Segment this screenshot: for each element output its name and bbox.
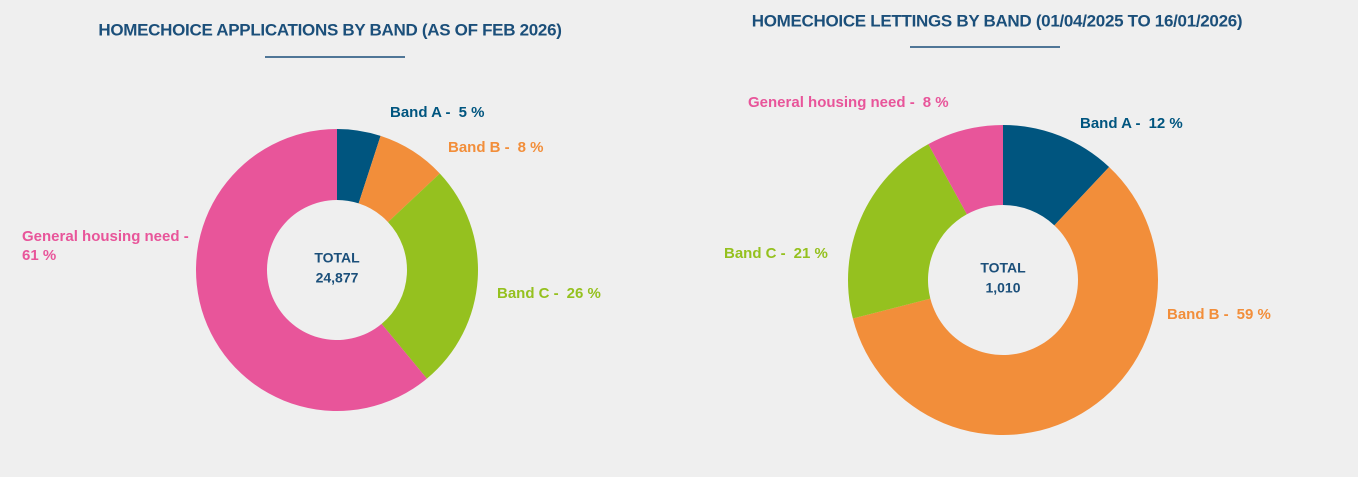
value-label: 8 % — [923, 94, 949, 111]
slice-label: Band C - 21 % — [724, 245, 828, 262]
category-name: Band B - — [1167, 306, 1229, 323]
donut-slice — [848, 144, 967, 319]
total-title: TOTAL — [314, 250, 360, 266]
category-name: General housing need - — [748, 94, 915, 111]
slice-label: Band B - 8 % — [448, 139, 544, 156]
donut-slice — [381, 173, 478, 379]
value-label: 5 % — [459, 104, 485, 121]
total-value: 24,877 — [316, 270, 359, 286]
value-label: 12 % — [1149, 115, 1183, 132]
chart-title: HOMECHOICE LETTINGS BY BAND (01/04/2025 … — [752, 11, 1243, 30]
total-title: TOTAL — [980, 260, 1026, 276]
slice-label: Band A - 5 % — [390, 104, 484, 121]
slice-label: General housing need - 8 % — [748, 94, 949, 111]
category-name: Band C - — [724, 245, 786, 262]
donut-slice — [337, 129, 381, 204]
category-name: Band C - — [497, 285, 559, 302]
value-label: 61 % — [22, 247, 56, 264]
slice-label: General housing need - 61 % — [22, 228, 189, 264]
value-label: 8 % — [518, 139, 544, 156]
slice-label: Band B - 59 % — [1167, 306, 1271, 323]
total-value: 1,010 — [985, 280, 1020, 296]
category-name: Band A - — [390, 104, 451, 121]
donut-slice — [928, 125, 1003, 215]
slice-label: Band A - 12 % — [1080, 115, 1183, 132]
category-name: Band A - — [1080, 115, 1141, 132]
donut-slice — [852, 167, 1159, 435]
donut-slice — [358, 135, 440, 223]
donut-slice — [1003, 125, 1110, 226]
slice-label: Band C - 26 % — [497, 285, 601, 302]
category-name: General housing need - — [22, 228, 189, 245]
value-label: 59 % — [1237, 306, 1271, 323]
category-name: Band B - — [448, 139, 510, 156]
value-label: 26 % — [567, 285, 601, 302]
donut-slice — [195, 129, 427, 411]
value-label: 21 % — [794, 245, 828, 262]
chart-title: HOMECHOICE APPLICATIONS BY BAND (AS OF F… — [98, 20, 561, 39]
